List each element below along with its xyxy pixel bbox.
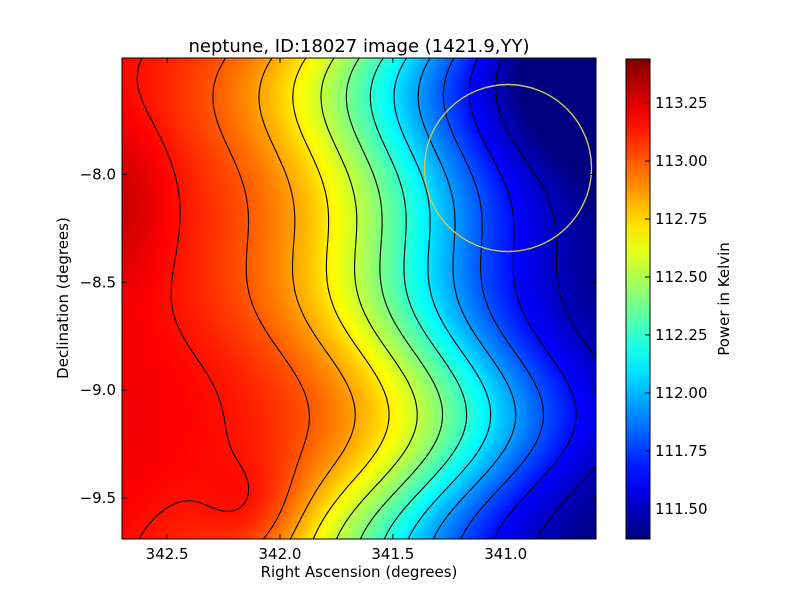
x-tick-label: 342.0 bbox=[259, 545, 302, 563]
contour-lines bbox=[136, 57, 597, 540]
colorbar-tick-label: 112.50 bbox=[655, 268, 708, 286]
contour-line bbox=[258, 57, 356, 540]
contour-line bbox=[212, 57, 310, 540]
chart-title: neptune, ID:18027 image (1421.9,YY) bbox=[188, 36, 529, 57]
x-tick-label: 341.5 bbox=[371, 545, 414, 563]
contour-line bbox=[442, 57, 544, 540]
plot-area bbox=[121, 57, 597, 540]
y-tick-label: −8.0 bbox=[80, 165, 116, 183]
y-tick-label: −8.5 bbox=[80, 273, 116, 291]
colorbar: 111.50 111.75 112.00 112.25 112.50 112.75 113.… bbox=[625, 58, 733, 540]
y-axis: −8.0 −8.5 −9.0 −9.5 bbox=[80, 165, 596, 507]
contour-line bbox=[136, 57, 250, 540]
colorbar-gradient bbox=[625, 58, 651, 540]
colorbar-tick-label: 111.50 bbox=[655, 500, 708, 518]
contour-line bbox=[369, 57, 468, 540]
contour-line bbox=[345, 57, 444, 540]
y-tick-label: −9.0 bbox=[80, 381, 116, 399]
colorbar-tick-label: 112.75 bbox=[655, 210, 708, 228]
contour-line bbox=[417, 57, 517, 540]
contour-line bbox=[468, 57, 577, 540]
contour-line bbox=[393, 57, 492, 540]
contour-line bbox=[292, 57, 390, 540]
x-axis: 342.5 342.0 341.5 341.0 bbox=[146, 58, 527, 563]
colorbar-tick-label: 113.00 bbox=[655, 152, 708, 170]
x-tick-label: 341.0 bbox=[484, 545, 527, 563]
colorbar-tick-label: 112.00 bbox=[655, 384, 708, 402]
plot-frame bbox=[121, 57, 597, 540]
annotation-circle bbox=[423, 83, 593, 253]
contour-line bbox=[320, 57, 418, 540]
colorbar-tick-label: 113.25 bbox=[655, 94, 708, 112]
colorbar-tick-label: 112.25 bbox=[655, 326, 708, 344]
y-axis-label: Declination (degrees) bbox=[54, 217, 72, 379]
contour-line bbox=[495, 57, 597, 540]
colorbar-ticks: 111.50 111.75 112.00 112.25 112.50 112.75 113.… bbox=[645, 94, 708, 518]
colorbar-tick-label: 111.75 bbox=[655, 442, 708, 460]
y-tick-label: −9.5 bbox=[80, 489, 116, 507]
x-axis-label: Right Ascension (degrees) bbox=[261, 563, 458, 581]
colorbar-label: Power in Kelvin bbox=[715, 242, 733, 356]
x-tick-label: 342.5 bbox=[146, 545, 189, 563]
